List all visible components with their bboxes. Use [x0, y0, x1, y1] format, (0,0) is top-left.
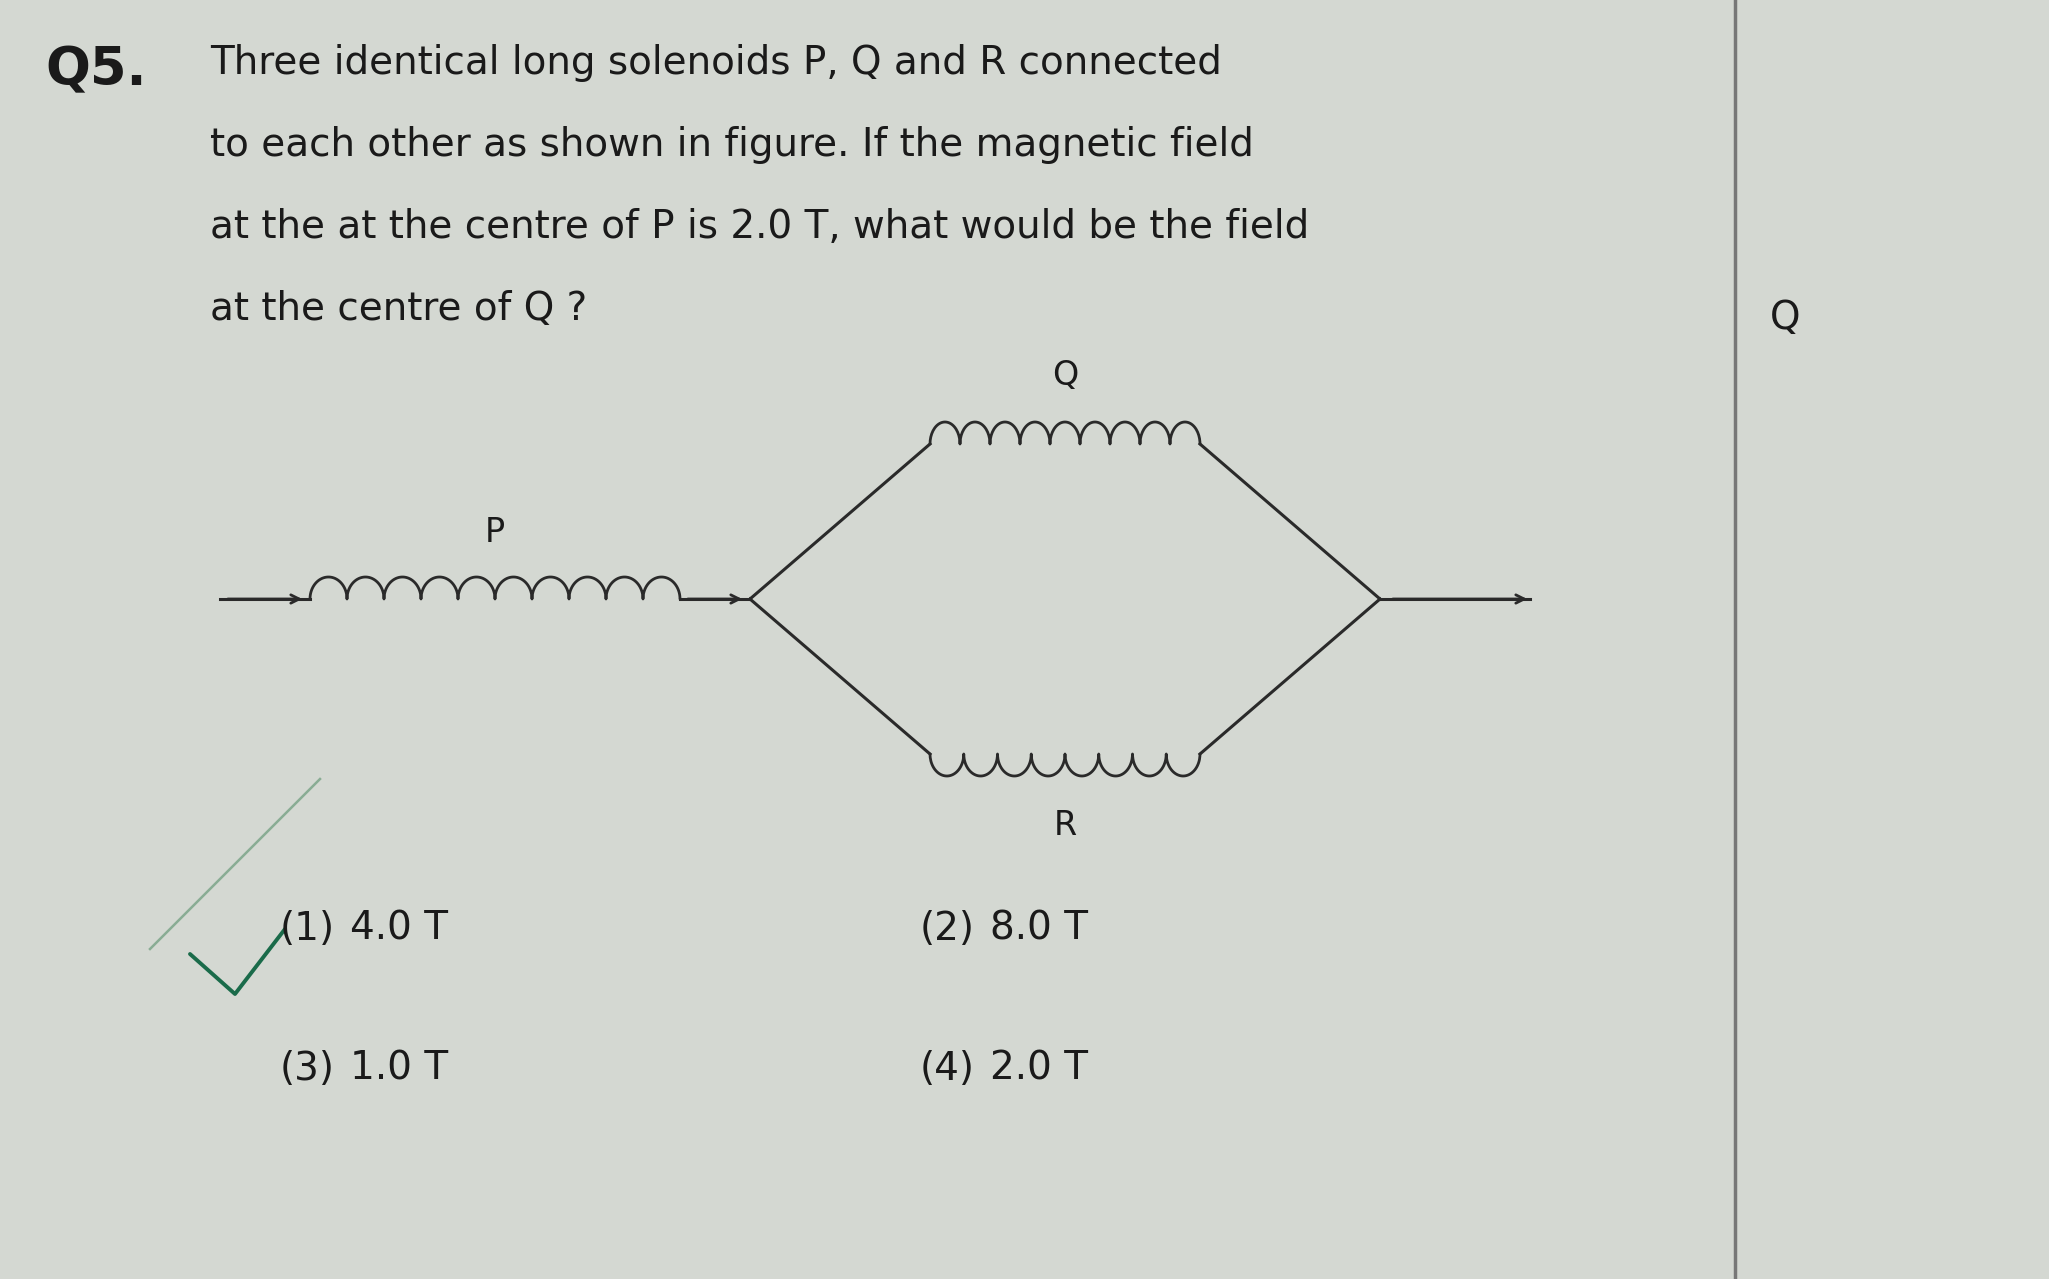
- Text: (3): (3): [281, 1050, 334, 1088]
- Text: (4): (4): [920, 1050, 975, 1088]
- Text: 8.0 T: 8.0 T: [990, 909, 1088, 948]
- Text: 2.0 T: 2.0 T: [990, 1050, 1088, 1088]
- Text: at the at the centre of P is 2.0 T, what would be the field: at the at the centre of P is 2.0 T, what…: [209, 208, 1309, 246]
- Text: at the centre of Q ?: at the centre of Q ?: [209, 290, 588, 327]
- Text: 1.0 T: 1.0 T: [350, 1050, 449, 1088]
- Text: 4.0 T: 4.0 T: [350, 909, 449, 948]
- Text: R: R: [1053, 810, 1076, 842]
- Text: Three identical long solenoids P, Q and R connected: Three identical long solenoids P, Q and …: [209, 43, 1221, 82]
- Text: Q: Q: [1770, 299, 1801, 336]
- Text: P: P: [486, 515, 504, 549]
- Text: Q5.: Q5.: [45, 43, 145, 96]
- Text: to each other as shown in figure. If the magnetic field: to each other as shown in figure. If the…: [209, 127, 1254, 164]
- Text: (1): (1): [281, 909, 336, 948]
- Text: Q: Q: [1051, 359, 1078, 391]
- Text: (2): (2): [920, 909, 975, 948]
